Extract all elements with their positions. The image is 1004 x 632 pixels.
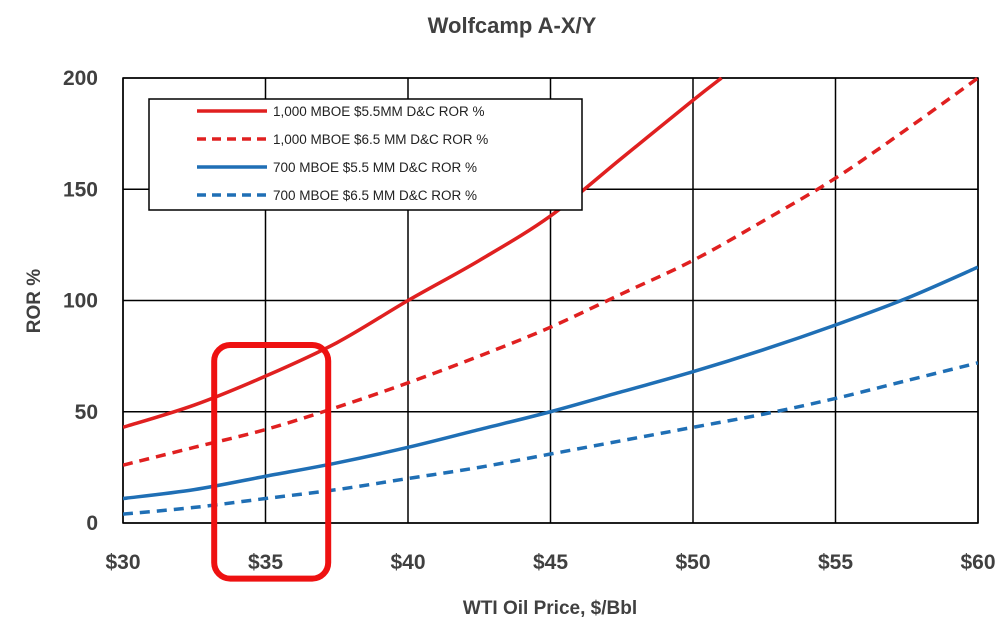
legend-label-4: 700 MBOE $6.5 MM D&C ROR % (273, 188, 477, 203)
series-line-3 (123, 265, 978, 501)
legend-label-1: 1,000 MBOE $5.5MM D&C ROR % (273, 104, 485, 119)
plot-area (122, 77, 979, 524)
y-tick-label: 0 (86, 512, 98, 535)
y-tick-label: 100 (63, 290, 98, 313)
series-line-2 (123, 77, 978, 467)
legend: 1,000 MBOE $5.5MM D&C ROR % 1,000 MBOE $6… (148, 98, 583, 211)
y-tick-label: 200 (63, 67, 98, 90)
y-tick-label: 50 (75, 401, 98, 424)
x-tick-label: $35 (248, 551, 283, 574)
x-tick-label: $40 (390, 551, 425, 574)
x-tick-label: $50 (675, 551, 710, 574)
legend-box (148, 98, 583, 211)
legend-label-3: 700 MBOE $5.5 MM D&C ROR % (273, 160, 477, 175)
series-line-4 (123, 361, 978, 516)
y-tick-label: 150 (63, 178, 98, 201)
y-axis-title: ROR % (24, 269, 45, 334)
annotations (211, 342, 332, 582)
axis-ticks: $30 $35 $40 $45 $50 $55 $60 0 50 100 150 200 (63, 67, 996, 574)
x-tick-label: $60 (960, 551, 995, 574)
x-tick-label: $30 (105, 551, 140, 574)
x-tick-label: $45 (533, 551, 568, 574)
x-axis-title: WTI Oil Price, $/Bbl (463, 598, 637, 619)
series-lines (123, 77, 978, 516)
series-line-1 (123, 77, 723, 429)
x-tick-label: $55 (818, 551, 853, 574)
highlight-box (211, 342, 332, 582)
chart-title: Wolfcamp A-X/Y (428, 13, 597, 38)
legend-label-2: 1,000 MBOE $6.5 MM D&C ROR % (273, 132, 488, 147)
